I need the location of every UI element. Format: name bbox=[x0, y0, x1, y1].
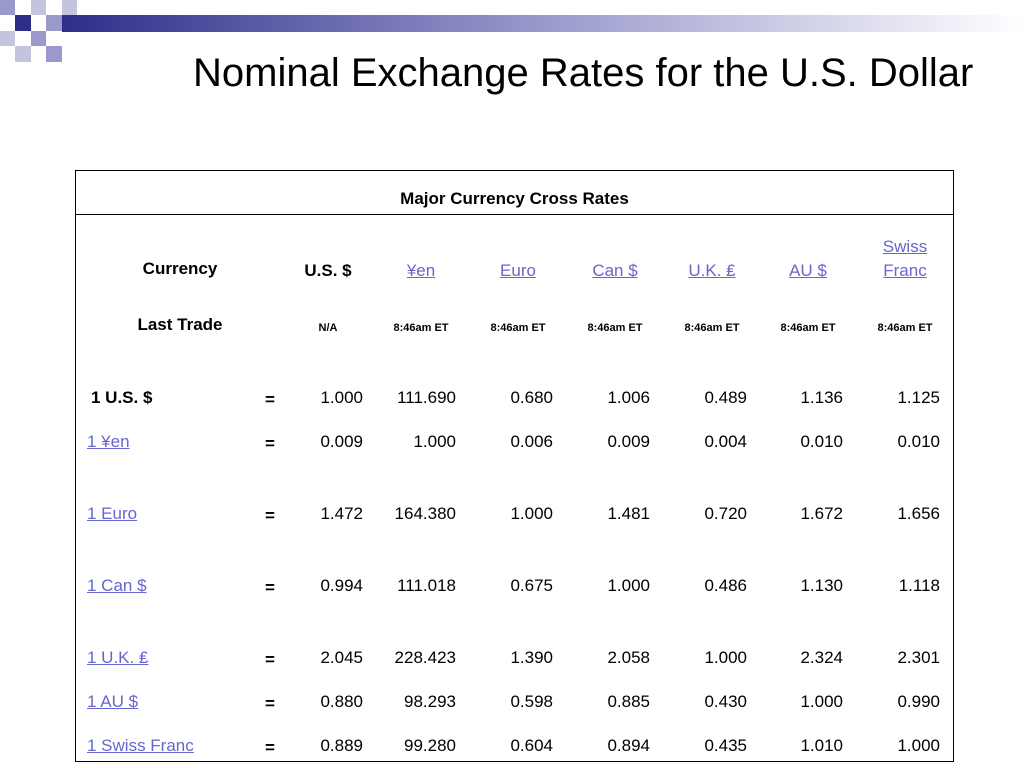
rate-value: 1.136 bbox=[800, 388, 843, 407]
rate-value: 1.125 bbox=[897, 388, 940, 407]
row-label-1-can[interactable]: 1 Can $ bbox=[87, 576, 147, 595]
column-header-en[interactable]: ¥en bbox=[406, 261, 436, 280]
rate-value: 1.118 bbox=[898, 576, 940, 595]
equals-sign: = bbox=[265, 390, 275, 409]
equals-sign: = bbox=[265, 434, 275, 453]
row-label-1-u-k[interactable]: 1 U.K. ₤ bbox=[87, 648, 149, 667]
rate-value: 0.994 bbox=[320, 576, 363, 595]
rate-value: 0.889 bbox=[320, 736, 363, 755]
decor-square bbox=[15, 15, 31, 31]
rate-value: 0.010 bbox=[897, 432, 940, 451]
rate-value: 0.880 bbox=[320, 692, 363, 711]
rate-value: 0.680 bbox=[510, 388, 553, 407]
column-header-swiss-franc[interactable]: Swiss Franc bbox=[882, 237, 928, 280]
decor-square bbox=[31, 31, 46, 46]
rate-value: 0.004 bbox=[704, 432, 747, 451]
last-trade-can: 8:46am ET bbox=[587, 322, 643, 334]
rate-value: 2.301 bbox=[897, 648, 940, 667]
rate-value: 1.130 bbox=[800, 576, 843, 595]
last-trade-u-s: N/A bbox=[318, 322, 338, 334]
row-label-1-au[interactable]: 1 AU $ bbox=[87, 692, 139, 711]
equals-sign: = bbox=[265, 738, 275, 757]
decor-square bbox=[15, 46, 31, 62]
rate-value: 1.006 bbox=[607, 388, 650, 407]
rate-value: 0.885 bbox=[607, 692, 650, 711]
rate-value: 0.720 bbox=[704, 504, 747, 523]
rate-value: 0.675 bbox=[510, 576, 553, 595]
rate-value: 0.598 bbox=[510, 692, 553, 711]
rate-value: 0.489 bbox=[704, 388, 747, 407]
equals-sign: = bbox=[265, 578, 275, 597]
header-gradient-bar bbox=[62, 15, 1024, 32]
row-label-1-en[interactable]: 1 ¥en bbox=[87, 432, 130, 451]
rate-value: 1.481 bbox=[607, 504, 650, 523]
rate-value: 0.894 bbox=[607, 736, 650, 755]
rate-value: 0.604 bbox=[510, 736, 553, 755]
rate-value: 1.010 bbox=[800, 736, 843, 755]
column-header-u-k[interactable]: U.K. ₤ bbox=[688, 261, 736, 280]
rate-value: 99.280 bbox=[404, 736, 456, 755]
rate-value: 0.010 bbox=[800, 432, 843, 451]
last-trade-swiss-franc: 8:46am ET bbox=[877, 322, 933, 334]
rate-value: 0.430 bbox=[704, 692, 747, 711]
rate-value: 0.009 bbox=[607, 432, 650, 451]
decor-square bbox=[31, 0, 46, 15]
rate-value: 0.486 bbox=[704, 576, 747, 595]
rate-value: 0.990 bbox=[897, 692, 940, 711]
decor-square bbox=[0, 0, 15, 15]
rate-value: 0.006 bbox=[510, 432, 553, 451]
rate-value: 111.018 bbox=[397, 576, 456, 595]
last-trade-en: 8:46am ET bbox=[393, 322, 449, 334]
decor-square bbox=[46, 15, 62, 31]
rate-value: 2.045 bbox=[320, 648, 363, 667]
row-label-1-euro[interactable]: 1 Euro bbox=[87, 504, 138, 523]
header-decoration bbox=[0, 0, 1024, 62]
last-trade-euro: 8:46am ET bbox=[490, 322, 546, 334]
decor-square bbox=[0, 31, 15, 46]
decor-square bbox=[46, 46, 62, 62]
rate-value: 1.390 bbox=[510, 648, 553, 667]
rate-value: 2.324 bbox=[800, 648, 843, 667]
rate-value: 1.000 bbox=[897, 736, 940, 755]
rate-value: 98.293 bbox=[404, 692, 456, 711]
rate-value: 1.672 bbox=[800, 504, 843, 523]
last-trade-header-label: Last Trade bbox=[137, 315, 223, 334]
last-trade-au: 8:46am ET bbox=[780, 322, 836, 334]
column-header-can[interactable]: Can $ bbox=[592, 261, 638, 280]
rate-value: 1.000 bbox=[704, 648, 747, 667]
row-label-1-u-s: 1 U.S. $ bbox=[91, 388, 153, 407]
column-header-euro[interactable]: Euro bbox=[500, 261, 536, 280]
rate-value: 1.000 bbox=[320, 388, 363, 407]
rate-value: 1.472 bbox=[320, 504, 363, 523]
rate-value: 2.058 bbox=[607, 648, 650, 667]
rate-value: 0.009 bbox=[320, 432, 363, 451]
rate-value: 1.656 bbox=[897, 504, 940, 523]
rate-value: 228.423 bbox=[394, 648, 456, 667]
rate-value: 1.000 bbox=[510, 504, 553, 523]
currency-header-label: Currency bbox=[142, 259, 218, 278]
rate-value: 1.000 bbox=[607, 576, 650, 595]
cross-rates-table: Major Currency Cross Rates Currency Last… bbox=[75, 170, 954, 762]
rate-value: 1.000 bbox=[413, 432, 456, 451]
row-label-1-swiss-franc[interactable]: 1 Swiss Franc bbox=[87, 736, 194, 755]
rate-value: 111.690 bbox=[397, 388, 456, 407]
rate-value: 1.000 bbox=[800, 692, 843, 711]
equals-sign: = bbox=[265, 694, 275, 713]
rate-value: 0.435 bbox=[704, 736, 747, 755]
slide-title: Nominal Exchange Rates for the U.S. Doll… bbox=[193, 51, 974, 95]
decor-square bbox=[62, 0, 77, 15]
rate-value: 164.380 bbox=[394, 504, 456, 523]
equals-sign: = bbox=[265, 650, 275, 669]
column-header-u-s: U.S. $ bbox=[304, 261, 352, 280]
last-trade-u-k: 8:46am ET bbox=[684, 322, 740, 334]
column-header-au[interactable]: AU $ bbox=[789, 261, 827, 280]
equals-sign: = bbox=[265, 506, 275, 525]
table-caption: Major Currency Cross Rates bbox=[76, 171, 953, 215]
